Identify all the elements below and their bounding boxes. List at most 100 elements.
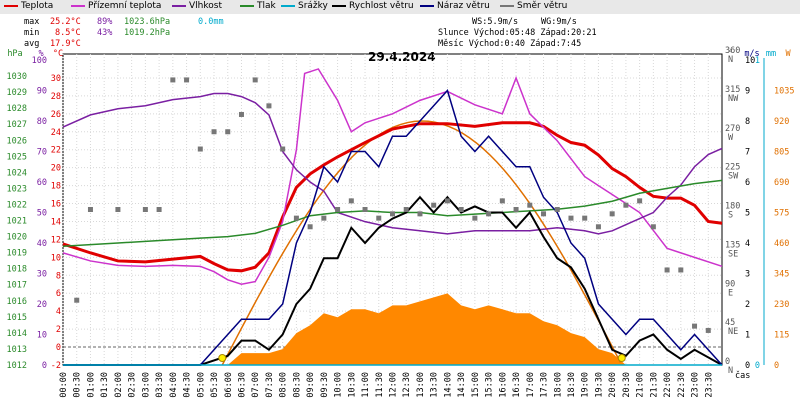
tick-radiation-0: 0	[774, 361, 779, 371]
axes-group: hPa% °C1012101310141015101610171018101910…	[7, 46, 795, 398]
tick-time-30: 15:00	[471, 372, 481, 398]
stat-max-hum: 89%	[97, 17, 113, 27]
tick-time-42: 21:00	[636, 372, 646, 398]
stat-avg-temp: 17.9°C	[50, 39, 81, 49]
stat-sun: Slunce Východ:05:48 Západ:20:21	[438, 28, 597, 38]
tick-temperature-15: 28	[51, 92, 61, 102]
sun-curve	[221, 120, 622, 366]
wind-dir-point-16	[321, 215, 327, 221]
wind-dir-point-2	[115, 207, 121, 212]
radiation-area	[63, 293, 722, 365]
tick-wind-6: 6	[745, 178, 750, 188]
tick-time-26: 13:00	[416, 372, 426, 398]
tick-temperature-6: 10	[51, 253, 61, 263]
tick-wind-5: 5	[745, 209, 750, 219]
tick-time-36: 18:00	[553, 372, 563, 398]
tick-pressure-11: 1023	[7, 184, 27, 194]
legend-item-rychlost-vetru: Rychlost větru	[332, 1, 414, 11]
wind-dir-point-41	[664, 267, 670, 273]
tick-humidity-0: 0	[42, 361, 47, 371]
tick-time-18: 09:00	[306, 372, 316, 398]
tick-humidity-4: 40	[37, 239, 47, 249]
tick-radiation-9: 1035	[774, 87, 794, 97]
tick-direction-name-5: SW	[728, 172, 739, 182]
tick-time-43: 21:30	[649, 372, 659, 398]
wind-dir-point-10	[238, 111, 244, 117]
wind-dir-point-31	[527, 202, 533, 208]
tick-radiation-1: 115	[774, 331, 789, 341]
tick-direction-deg-4: 180	[725, 202, 740, 212]
tick-humidity-5: 50	[37, 209, 47, 219]
tick-time-21: 10:30	[347, 372, 357, 398]
wind-dir-point-0	[74, 297, 80, 303]
grid	[62, 53, 723, 366]
tick-humidity-3: 30	[37, 270, 47, 280]
tick-pressure-12: 1024	[7, 168, 27, 178]
sun-curve-line	[221, 120, 622, 366]
tick-wind-7: 7	[745, 148, 750, 158]
tick-direction-deg-6: 270	[725, 124, 740, 134]
wind-dir-point-29	[499, 198, 505, 204]
tick-direction-deg-0: 0	[725, 357, 730, 367]
wind-dir-point-37	[609, 211, 615, 217]
tick-direction-name-2: E	[728, 288, 733, 298]
legend-item-prizemni-teplota: Přízemní teplota	[71, 1, 161, 11]
wind-dir-point-40	[650, 224, 656, 230]
tick-pressure-13: 1025	[7, 152, 27, 162]
wind-dir-point-36	[595, 224, 601, 230]
wind-dir-point-17	[335, 207, 341, 212]
tick-humidity-8: 80	[37, 117, 47, 127]
tick-direction-deg-2: 90	[725, 279, 735, 289]
tick-time-8: 04:00	[169, 372, 179, 398]
tick-time-5: 02:30	[128, 372, 138, 398]
tick-time-29: 14:30	[457, 372, 467, 398]
tick-time-24: 12:00	[389, 372, 399, 398]
tick-time-6: 03:00	[141, 372, 151, 398]
stat-ws: WS:5.9m/s	[472, 17, 519, 27]
tick-time-13: 06:30	[237, 372, 247, 398]
wind-dir-point-11	[252, 77, 258, 83]
legend-item-smer-vetru: Směr větru	[500, 1, 567, 11]
tick-time-41: 20:30	[622, 372, 632, 398]
series-group	[62, 68, 723, 366]
stat-wg: WG:9m/s	[541, 17, 577, 27]
tick-wind-3: 3	[745, 270, 750, 280]
tick-direction-deg-7: 315	[725, 85, 740, 95]
tick-time-39: 19:30	[594, 372, 604, 398]
tick-wind-4: 4	[745, 239, 750, 249]
tick-direction-name-8: N	[728, 55, 733, 65]
tick-humidity-10: 100	[32, 56, 47, 66]
wind-dir-point-26	[458, 207, 464, 212]
wind-dir-point-32	[541, 211, 547, 217]
tick-pressure-2: 1014	[7, 329, 27, 339]
tick-pressure-9: 1021	[7, 217, 27, 227]
tick-time-40: 20:00	[608, 372, 618, 398]
axis-title-radiation: W	[785, 49, 791, 59]
tick-temperature-13: 24	[51, 128, 61, 138]
wind-dir-point-43	[692, 323, 698, 329]
tick-time-44: 22:00	[663, 372, 673, 398]
tick-direction-deg-8: 360	[725, 46, 740, 56]
tick-time-31: 15:30	[485, 372, 495, 398]
axis-title-humidity: %	[38, 49, 43, 59]
tick-temperature-3: 4	[56, 307, 61, 317]
wind-dir-point-8	[211, 129, 217, 135]
tick-time-10: 05:00	[196, 372, 206, 398]
tick-time-3: 01:30	[100, 372, 110, 398]
tick-pressure-1: 1013	[7, 345, 27, 355]
stat-max-press: 1023.6hPa	[124, 17, 171, 27]
axis-title-pressure: hPa	[7, 49, 22, 59]
tick-wind-0: 0	[745, 361, 750, 371]
wind-dir-point-6	[184, 77, 190, 83]
tick-pressure-3: 1015	[7, 313, 27, 323]
tick-pressure-15: 1027	[7, 120, 27, 130]
series-0-line	[62, 121, 723, 273]
tick-rain-0: 0	[755, 361, 760, 371]
stat-min-hum: 43%	[97, 28, 113, 38]
tick-radiation-3: 345	[774, 270, 789, 280]
wind-dir-point-21	[390, 211, 395, 217]
tick-direction-name-4: S	[728, 211, 733, 221]
wind-dir-point-13	[280, 146, 286, 152]
axis-title-direction: °	[728, 49, 733, 59]
